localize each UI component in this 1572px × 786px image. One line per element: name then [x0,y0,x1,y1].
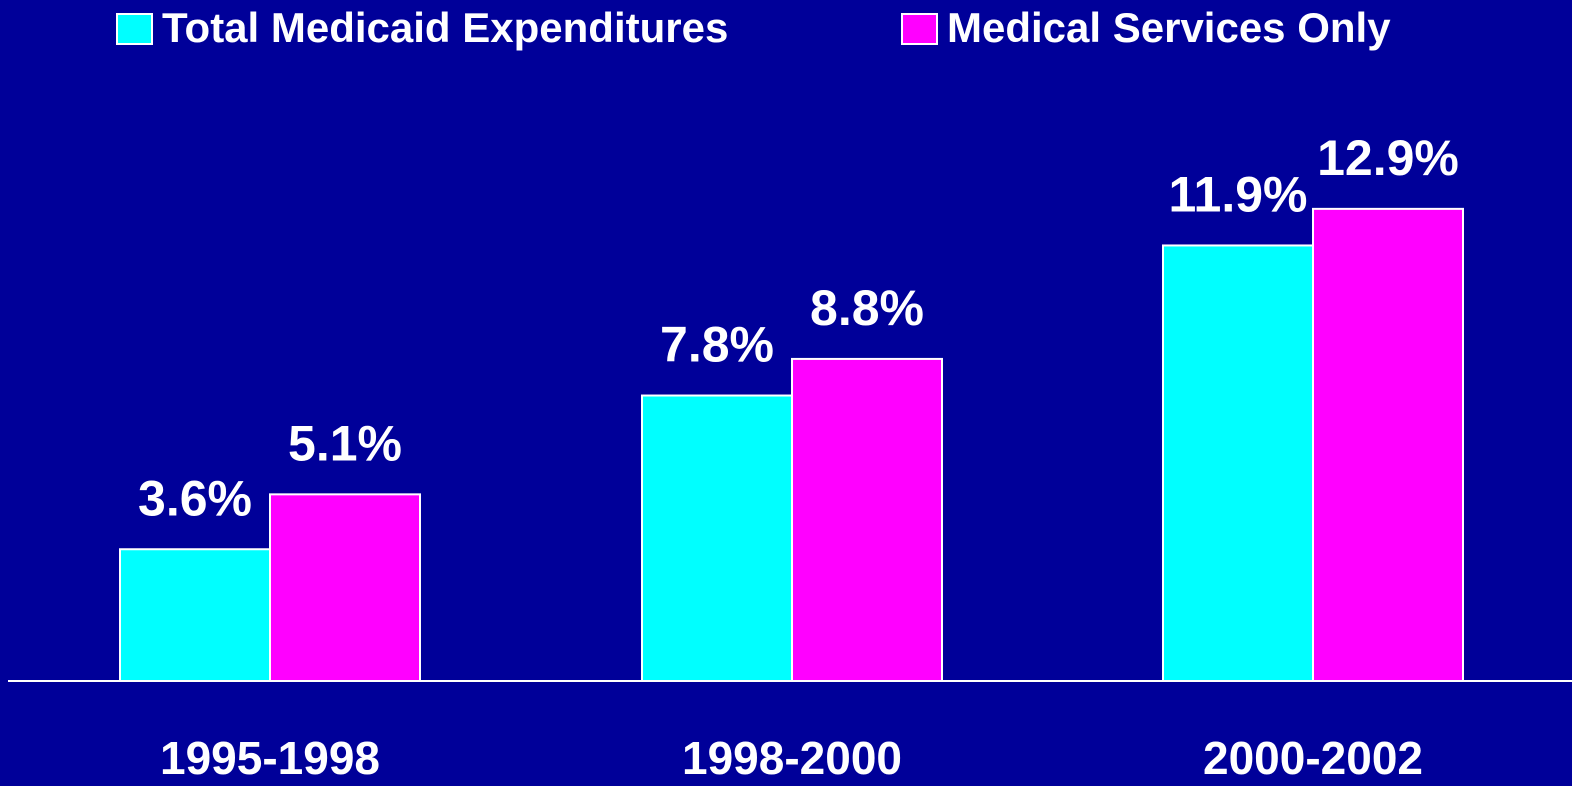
bar [791,357,943,682]
bar [269,493,421,682]
bar [119,548,271,682]
legend-swatch [116,13,153,45]
x-tick-label: 1995-1998 [160,732,380,784]
value-label: 5.1% [288,416,402,472]
bar [641,394,793,682]
legend-label: Medical Services Only [947,4,1391,51]
x-tick-label: 2000-2002 [1203,732,1423,784]
bar [1162,244,1314,683]
value-label: 7.8% [660,317,774,373]
legend-swatch [901,13,938,45]
legend-label: Total Medicaid Expenditures [162,4,728,51]
value-label: 11.9% [1168,167,1307,223]
value-label: 8.8% [810,280,924,336]
value-label: 12.9% [1317,130,1459,186]
bar [1312,207,1464,683]
value-label: 3.6% [138,470,252,526]
x-tick-label: 1998-2000 [682,732,902,784]
